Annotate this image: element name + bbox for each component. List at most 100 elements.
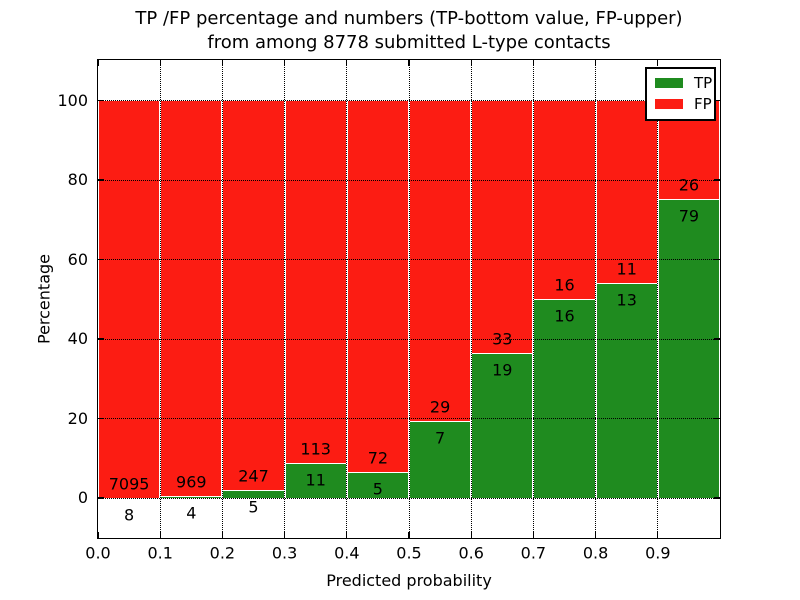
bar-labels-layer: 7095 8 969 4 247 5 113 11 72 5 29 7 33 19 16 16 11 13 26 79 [98, 60, 720, 538]
fp-bar-segment [595, 100, 658, 283]
fp-count-label: 7095 [108, 474, 150, 494]
legend-entry-fp: FP [655, 96, 712, 112]
tp-bar-segment [222, 490, 285, 498]
y-tick-mark-left [98, 417, 104, 420]
fp-bar-segment [284, 100, 347, 463]
legend-label-fp: FP [694, 95, 712, 113]
y-tick-mark-left [98, 338, 104, 340]
tp-count-label: 13 [616, 290, 637, 310]
x-tick-mark-bottom [283, 532, 286, 538]
legend-entry-tp: TP [655, 75, 712, 91]
y-tick-mark-left [98, 497, 104, 499]
x-tick-mark-top [657, 60, 659, 66]
tp-count-label: 11 [305, 470, 326, 490]
x-tick-mark-top [346, 60, 348, 66]
fp-bar-segment [346, 100, 409, 473]
y-tick-mark-right [714, 338, 720, 340]
fp-bar-segment [409, 100, 472, 421]
y-tick-mark-left [98, 179, 104, 181]
x-tick-mark-top [97, 60, 99, 66]
tp-bar-segment [160, 496, 223, 498]
tp-count-label: 5 [372, 479, 383, 499]
x-tick-mark-bottom [594, 532, 597, 538]
x-tick-label: 0.0 [85, 543, 111, 563]
gridline-horizontal [98, 179, 720, 181]
gridline-horizontal [98, 100, 720, 101]
fp-bar-segment [471, 100, 534, 353]
x-tick-mark-bottom [159, 532, 161, 538]
x-tick-mark-bottom [532, 532, 535, 538]
fp-bar-segment [160, 100, 223, 497]
x-tick-mark-top [159, 60, 161, 66]
x-tick-mark-bottom [657, 532, 659, 538]
x-tick-label: 0.5 [396, 543, 422, 563]
y-tick-mark-right [714, 179, 720, 181]
tp-bar-segment [471, 352, 534, 498]
y-axis-label: Percentage [34, 253, 54, 345]
gridline-vertical [532, 60, 534, 538]
x-tick-label: 0.6 [458, 543, 484, 563]
x-tick-label: 0.1 [147, 543, 173, 563]
gridline-vertical [346, 60, 348, 538]
fp-count-label: 969 [176, 472, 207, 492]
y-tick-label: 0 [77, 488, 88, 507]
y-tick-mark-right [714, 99, 720, 102]
tp-count-label: 4 [186, 503, 197, 523]
chart-title: TP /FP percentage and numbers (TP-bottom… [98, 7, 720, 55]
tp-bar-segment [533, 299, 596, 498]
tp-count-label: 16 [554, 306, 575, 326]
fp-count-label: 16 [554, 275, 575, 295]
fp-count-label: 26 [678, 175, 700, 195]
fp-count-label: 11 [616, 259, 637, 279]
gridline-vertical [159, 60, 161, 538]
tp-count-label: 79 [678, 206, 700, 226]
fp-count-label: 247 [238, 466, 269, 486]
tp-bar-segment [409, 420, 472, 498]
tp-bar-segment [595, 282, 658, 498]
fp-bar-segment [533, 100, 596, 300]
tp-count-label: 19 [492, 360, 513, 380]
y-tick-label: 100 [57, 90, 88, 110]
gridline-vertical [595, 60, 597, 538]
y-tick-mark-left [98, 99, 104, 102]
x-tick-mark-bottom [346, 532, 348, 538]
fp-bar-segment [98, 100, 161, 498]
x-tick-mark-bottom [97, 532, 99, 538]
fp-count-label: 72 [367, 448, 389, 468]
legend-swatch-tp [655, 78, 683, 88]
gridline-vertical [221, 60, 223, 538]
x-tick-mark-top [470, 60, 472, 66]
fp-count-label: 33 [492, 329, 513, 349]
y-tick-label: 20 [67, 408, 88, 428]
gridline-horizontal [98, 338, 720, 340]
y-tick-mark-right [714, 417, 720, 420]
x-tick-mark-top [283, 60, 286, 66]
tp-bar-segment [284, 462, 347, 498]
plot-area: 7095 8 969 4 247 5 113 11 72 5 29 7 33 19 16 16 11 13 26 79 [97, 60, 720, 538]
tp-bar-segment [346, 472, 409, 498]
legend-swatch-fp [655, 99, 683, 109]
fp-count-label: 29 [429, 397, 451, 417]
gridline-horizontal [98, 497, 720, 499]
x-tick-mark-top [532, 60, 535, 66]
x-tick-label: 0.9 [645, 543, 671, 563]
gridline-vertical [284, 60, 286, 538]
x-tick-label: 0.3 [271, 543, 298, 563]
x-tick-label: 0.8 [582, 543, 609, 563]
y-tick-mark-right [714, 497, 720, 499]
tp-count-label: 7 [435, 428, 446, 448]
fp-count-label: 113 [300, 439, 331, 459]
x-axis-label: Predicted probability [326, 571, 492, 590]
ticks-layer [97, 60, 720, 538]
bars-layer [98, 60, 720, 538]
y-tick-label: 40 [67, 329, 88, 348]
tp-count-label: 8 [124, 505, 135, 525]
chart-title-line2: from among 8778 submitted L-type contact… [207, 32, 611, 53]
y-tick-mark-right [714, 258, 720, 261]
x-tick-mark-top [221, 60, 224, 66]
x-tick-label: 0.2 [209, 543, 236, 563]
x-tick-mark-top [408, 60, 410, 66]
y-tick-label: 60 [67, 249, 88, 269]
gridline-vertical [657, 60, 659, 538]
